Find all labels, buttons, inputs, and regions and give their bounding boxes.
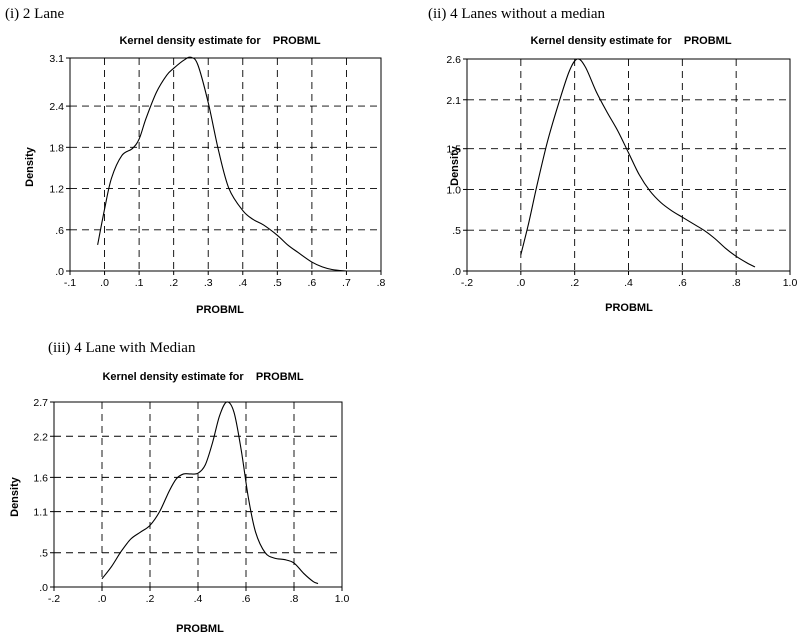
panel-caption: (iii) 4 Lane with Median [48, 340, 196, 356]
x-tick-label: .0 [516, 277, 525, 289]
x-axis-label: PROBML [605, 302, 653, 314]
y-tick-label: 1.8 [49, 142, 64, 154]
axis-ticks: -.2.0.2.4.6.8 1.0.0.51.11.62.22.7 [33, 397, 349, 605]
axis-ticks: -.2.0.2.4.6.8 1.0.0.51.01.52.12.6 [446, 54, 797, 289]
x-tick-label: -.2 [48, 593, 60, 605]
y-tick-label: 1.1 [33, 507, 48, 519]
panel-4-lane-with-median: (iii) 4 Lane with Median Kernel density … [9, 340, 349, 635]
y-tick-label: 2.7 [33, 397, 48, 409]
y-tick-label: 1.0 [446, 184, 461, 196]
x-tick-label: .4 [624, 277, 633, 289]
y-tick-label: 2.6 [446, 54, 461, 66]
y-tick-label: .5 [452, 225, 461, 237]
panel-caption: (ii) 4 Lanes without a median [428, 6, 606, 22]
chart-title: Kernel density estimate for PROBML [119, 35, 320, 47]
panel-4-lanes-without-median: (ii) 4 Lanes without a median Kernel den… [428, 6, 797, 314]
x-tick-label: 1.0 [335, 593, 350, 605]
panel-2-lane: (i) 2 Lane Kernel density estimate for P… [5, 6, 386, 316]
x-axis-label: PROBML [196, 304, 244, 316]
x-tick-label: .1 [135, 277, 144, 289]
x-tick-label: .8 [290, 593, 299, 605]
density-curve [97, 56, 347, 272]
y-tick-label: .5 [39, 548, 48, 560]
x-tick-label: -.2 [461, 277, 473, 289]
x-tick-label: .8 [732, 277, 741, 289]
x-tick-label: .6 [678, 277, 687, 289]
y-axis-label: Density [24, 146, 36, 187]
y-tick-label: 3.1 [49, 53, 64, 65]
x-axis-label: PROBML [176, 623, 224, 635]
gridlines [70, 58, 381, 271]
y-axis-label: Density [9, 476, 21, 517]
x-tick-label: .2 [570, 277, 579, 289]
density-curve [520, 58, 756, 268]
y-axis-label: Density [449, 145, 461, 186]
y-tick-label: .0 [39, 582, 48, 594]
chart-title: Kernel density estimate for PROBML [102, 371, 303, 383]
y-tick-label: 2.1 [446, 95, 461, 107]
axis-ticks: -.1.0.1.2.3.4.5.6.7.8.0.61.21.82.43.1 [49, 53, 385, 289]
x-tick-label: .0 [98, 593, 107, 605]
y-tick-label: 1.2 [49, 184, 64, 196]
series [101, 401, 319, 585]
y-tick-label: .0 [55, 266, 64, 278]
y-tick-label: 1.5 [446, 144, 461, 156]
x-tick-label: .2 [169, 277, 178, 289]
gridlines [467, 59, 790, 271]
x-tick-label: .5 [273, 277, 282, 289]
x-tick-label: .6 [308, 277, 317, 289]
chart-title: Kernel density estimate for PROBML [530, 35, 731, 47]
series [520, 58, 756, 268]
x-tick-label: .4 [194, 593, 203, 605]
x-tick-label: .6 [242, 593, 251, 605]
plot-frame [69, 57, 382, 272]
x-tick-label: .7 [342, 277, 351, 289]
y-tick-label: .0 [452, 266, 461, 278]
density-curve [101, 401, 319, 585]
x-tick-label: .3 [204, 277, 213, 289]
x-tick-label: .8 [377, 277, 386, 289]
y-tick-label: 2.4 [49, 101, 64, 113]
x-tick-label: .0 [100, 277, 109, 289]
x-tick-label: .2 [146, 593, 155, 605]
panel-caption: (i) 2 Lane [5, 6, 64, 22]
y-tick-label: .6 [55, 225, 64, 237]
y-tick-label: 1.6 [33, 472, 48, 484]
x-tick-label: .4 [238, 277, 247, 289]
series [97, 56, 347, 272]
gridlines [54, 402, 342, 587]
x-tick-label: 1.0 [783, 277, 797, 289]
y-tick-label: 2.2 [33, 431, 48, 443]
x-tick-label: -.1 [64, 277, 76, 289]
